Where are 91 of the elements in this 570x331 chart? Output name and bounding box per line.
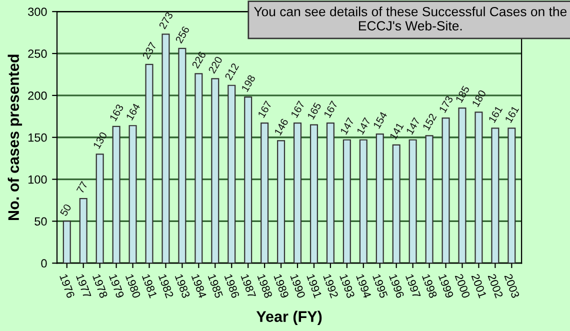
x-axis-title: Year (FY): [256, 310, 322, 325]
x-tick-label: 1978: [92, 274, 108, 298]
x-tick-label: 1985: [208, 274, 224, 298]
bar: [425, 135, 434, 264]
x-tick-label: 1979: [108, 274, 124, 298]
y-tick-label: 0: [41, 259, 47, 268]
x-tick-label: 2000: [454, 273, 470, 298]
y-tick-label: 150: [28, 133, 47, 142]
bar: [491, 128, 500, 264]
bar: [359, 139, 368, 264]
x-tick-label: 1988: [257, 274, 273, 298]
bar: [244, 96, 252, 264]
data-label: 237: [142, 42, 157, 60]
data-label: 173: [438, 95, 454, 114]
data-label: 256: [175, 26, 190, 44]
bar: [211, 78, 220, 264]
data-label: 167: [290, 100, 305, 118]
x-tick-label: 1984: [191, 274, 207, 299]
data-label: 152: [422, 113, 437, 131]
bar: [277, 140, 286, 264]
x-tick-label: 1994: [356, 274, 372, 299]
x-tick-label: 1977: [76, 274, 92, 298]
data-label: 226: [192, 50, 206, 69]
data-label: 220: [208, 56, 223, 74]
x-tick-label: 1999: [438, 274, 454, 298]
x-tick-label: 1998: [422, 274, 438, 298]
x-tick-label: 1986: [224, 274, 240, 298]
bar: [293, 122, 302, 264]
annotation: You can see details of these Successful Cases on the ECCJ's Web-Site.: [254, 6, 567, 31]
bar: [310, 124, 318, 264]
x-tick-label: 2003: [504, 273, 520, 298]
bar: [458, 107, 466, 264]
data-label: 198: [241, 74, 256, 92]
x-tick-label: 1980: [125, 274, 141, 298]
x-tick-label: 1991: [306, 274, 322, 298]
y-tick-label: 200: [28, 91, 47, 100]
bar: [128, 125, 137, 264]
data-label: 273: [158, 12, 174, 30]
bar: [145, 64, 154, 264]
data-label: 161: [488, 105, 503, 124]
x-tick-label: 1983: [174, 274, 190, 298]
data-label: 165: [307, 102, 322, 120]
data-label: 50: [60, 203, 72, 216]
x-tick-label: 1996: [388, 274, 404, 298]
x-tick-label: 1976: [60, 274, 75, 298]
data-label: 146: [274, 118, 289, 136]
bar: [442, 118, 450, 264]
data-label: 180: [472, 89, 486, 108]
x-tick-label: 1993: [340, 274, 355, 298]
bar: [79, 198, 88, 264]
bar: [408, 139, 417, 264]
data-label: 130: [92, 131, 108, 150]
data-label: 167: [324, 100, 338, 118]
x-tick-label: 1989: [274, 274, 290, 298]
bar: [162, 34, 170, 264]
data-label: 161: [504, 105, 520, 124]
bar: [260, 122, 269, 264]
x-tick-label: 1997: [405, 274, 421, 298]
bar: [474, 112, 483, 264]
y-tick-label: 50: [34, 217, 47, 226]
data-label: 141: [389, 122, 404, 140]
bar: [508, 128, 516, 264]
x-tick-label: 1987: [240, 274, 256, 298]
bar: [112, 126, 120, 264]
y-tick-label: 300: [28, 8, 47, 16]
bar: [342, 139, 351, 264]
x-tick-label: 1981: [142, 274, 158, 298]
bar: [178, 48, 186, 264]
bar: [96, 154, 104, 264]
y-axis-title: No. of cases presented: [8, 54, 22, 220]
bar: [228, 84, 236, 264]
x-tick-label: 1995: [372, 274, 388, 298]
bar: [62, 220, 71, 264]
bar: [392, 144, 400, 264]
x-tick-label: 2002: [488, 273, 504, 298]
data-label: 164: [126, 102, 140, 121]
x-tick-label: 1992: [323, 274, 338, 298]
bar: [194, 73, 203, 264]
x-tick-label: 2001: [471, 273, 487, 298]
data-label: 212: [224, 62, 239, 80]
data-label: 167: [258, 100, 272, 118]
data-label: 163: [109, 104, 124, 122]
x-tick-label: 1982: [158, 274, 174, 298]
y-tick-label: 100: [28, 175, 47, 184]
bar: [376, 133, 384, 264]
x-tick-label: 1990: [290, 274, 306, 298]
data-label: 154: [373, 111, 388, 129]
y-tick-label: 250: [28, 50, 47, 58]
data-label: 77: [76, 180, 88, 194]
bar: [326, 122, 334, 264]
data-label: 185: [455, 85, 470, 103]
